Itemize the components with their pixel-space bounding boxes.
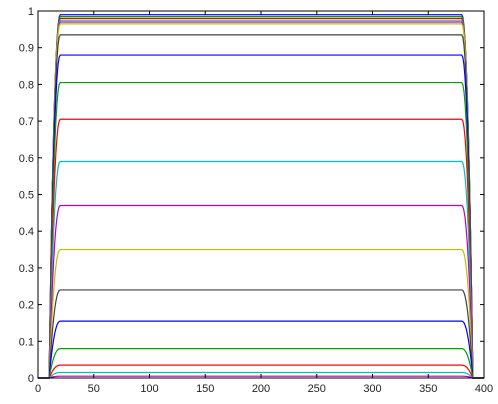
x-tick-label: 100	[140, 383, 158, 395]
x-tick-label: 250	[308, 383, 326, 395]
y-tick-label: 0.9	[19, 43, 34, 55]
y-tick-label: 0.1	[19, 336, 34, 348]
x-tick-label: 350	[419, 383, 437, 395]
series-line-16	[38, 348, 484, 379]
x-tick-label: 0	[35, 383, 41, 395]
axis-layer: 0 50 100 150 200 250 300 350 400 0 0.1 0.2 0.3 0.4 0.5…	[19, 6, 493, 395]
series-line-2	[38, 15, 484, 379]
series-line-17	[38, 364, 484, 379]
series-line-10	[38, 118, 484, 379]
series-line-4	[38, 19, 484, 379]
series-line-5	[38, 21, 484, 379]
series-line-14	[38, 289, 484, 379]
x-tick-label: 300	[363, 383, 381, 395]
series-line-3	[38, 17, 484, 379]
series-line-8	[38, 54, 484, 379]
series-line-6	[38, 23, 484, 379]
y-tick-label: 0.3	[19, 263, 34, 275]
x-tick-label: 50	[88, 383, 100, 395]
x-tick-label: 150	[196, 383, 214, 395]
y-tick-label: 0.2	[19, 300, 34, 312]
plot-area-frame	[37, 10, 485, 379]
y-tick-label: 0.7	[19, 116, 34, 128]
series-layer	[38, 14, 484, 379]
series-line-12	[38, 204, 484, 379]
series-line-11	[38, 160, 484, 379]
x-tick-label: 200	[252, 383, 270, 395]
series-line-1	[38, 14, 484, 379]
y-tick-label: 0.8	[19, 79, 34, 91]
series-line-18	[38, 371, 484, 379]
y-tick-label: 1	[28, 6, 34, 18]
y-tick-label: 0.6	[19, 153, 34, 165]
x-tick-label: 400	[475, 383, 493, 395]
series-line-9	[38, 81, 484, 379]
y-tick-label: 0.4	[19, 226, 34, 238]
series-line-13	[38, 248, 484, 379]
series-line-7	[38, 34, 484, 379]
y-tick-label: 0	[28, 373, 34, 385]
series-line-15	[38, 320, 484, 379]
y-tick-label: 0.5	[19, 190, 34, 202]
